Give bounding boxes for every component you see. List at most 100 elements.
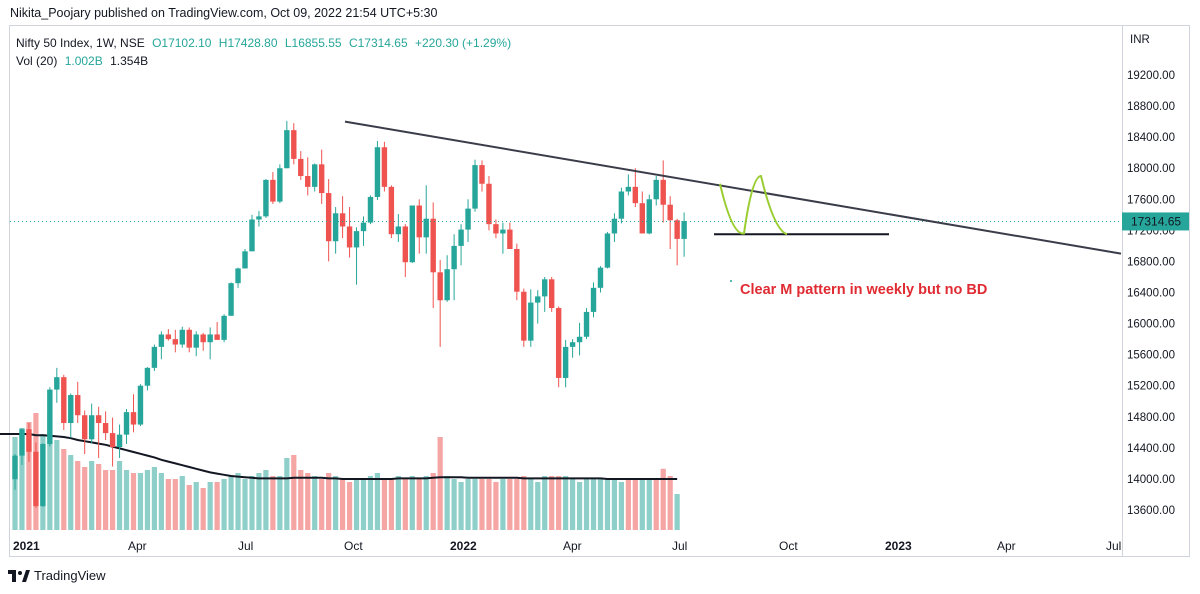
close-value: C17314.65 bbox=[348, 36, 408, 50]
x-tick-label: Jul bbox=[672, 539, 687, 553]
y-tick-label: 15600.00 bbox=[1127, 350, 1175, 362]
volume-bar bbox=[228, 476, 234, 530]
y-tick-label: 17600.00 bbox=[1127, 194, 1175, 206]
candle-body bbox=[130, 412, 137, 425]
volume-bar bbox=[632, 479, 638, 530]
y-tick-label: 18800.00 bbox=[1127, 101, 1175, 113]
candle-body bbox=[409, 205, 415, 263]
volume-bar bbox=[284, 458, 290, 530]
candle-body bbox=[284, 130, 290, 169]
volume-bar bbox=[486, 479, 492, 530]
y-axis: 19200.00 18800.00 18400.00 18000.00 17600.00… bbox=[1127, 70, 1175, 517]
candle-body bbox=[346, 226, 353, 248]
volume-bar bbox=[298, 470, 304, 530]
candle-body bbox=[61, 377, 67, 423]
volume-bar bbox=[479, 479, 485, 530]
candle-body bbox=[597, 267, 604, 288]
volume-bar bbox=[639, 479, 645, 530]
volume-bar bbox=[214, 482, 220, 530]
footer-brand[interactable]: TradingView bbox=[8, 568, 106, 583]
candle-body bbox=[19, 429, 25, 456]
volume-bar bbox=[660, 468, 666, 530]
candle-body bbox=[172, 339, 179, 345]
last-price-badge bbox=[1122, 212, 1189, 231]
y-tick-label: 16800.00 bbox=[1127, 256, 1175, 268]
x-tick-label: 2022 bbox=[450, 539, 477, 553]
candle-body bbox=[479, 165, 485, 184]
volume-bar bbox=[319, 479, 325, 530]
volume-bar bbox=[625, 479, 631, 530]
volume-bar bbox=[263, 470, 269, 530]
volume-bar bbox=[597, 479, 604, 530]
candle-body bbox=[465, 208, 471, 230]
volume-bar bbox=[458, 482, 464, 530]
candle-body bbox=[430, 218, 436, 273]
candle-body bbox=[332, 213, 339, 242]
volume-bar bbox=[116, 461, 123, 530]
candle-body bbox=[144, 367, 151, 386]
candle-body bbox=[618, 191, 625, 219]
candle-body bbox=[437, 272, 443, 301]
volume-bar bbox=[270, 476, 276, 530]
volume-label[interactable]: Vol (20) bbox=[16, 54, 58, 68]
volume-bar bbox=[451, 479, 457, 530]
volume-bar bbox=[165, 479, 171, 530]
candle-body bbox=[611, 218, 618, 234]
candle-body bbox=[388, 186, 395, 235]
candle-body bbox=[395, 226, 402, 235]
x-tick-label: 2023 bbox=[885, 539, 912, 553]
volume-bar bbox=[339, 479, 346, 530]
candle-body bbox=[339, 213, 346, 227]
volume-bar bbox=[430, 473, 436, 530]
y-tick-label: 16400.00 bbox=[1127, 288, 1175, 300]
volume-bar bbox=[75, 461, 81, 530]
volume-bar bbox=[528, 479, 534, 530]
candle-body bbox=[444, 269, 450, 301]
volume-bar bbox=[618, 482, 624, 530]
volume-bar bbox=[611, 479, 618, 530]
volume-bar bbox=[89, 461, 95, 530]
symbol-name[interactable]: Nifty 50 Index, 1W, NSE bbox=[16, 36, 145, 50]
candle-body bbox=[102, 423, 109, 434]
volume-ma-value: 1.354B bbox=[110, 54, 149, 68]
candle-body bbox=[507, 229, 513, 249]
published-header: Nikita_Poojary published on TradingView.… bbox=[10, 6, 438, 20]
footer-brand-label: TradingView bbox=[34, 568, 106, 583]
trendline bbox=[344, 120, 1122, 255]
marker-dot bbox=[730, 280, 732, 282]
candle-body bbox=[576, 336, 583, 343]
candle-body bbox=[535, 296, 541, 303]
volume-bar bbox=[312, 476, 318, 530]
candle-body bbox=[116, 434, 123, 448]
x-tick-label: Jul bbox=[1106, 539, 1121, 553]
volume-bar bbox=[193, 482, 199, 530]
open-value: O17102.10 bbox=[152, 36, 212, 50]
volume-bar bbox=[47, 413, 53, 530]
x-axis: 2021 Apr Jul Oct 2022 Apr Jul Oct 2023 Apr Jul bbox=[13, 539, 1121, 553]
annotation-text: Clear M pattern in weekly but no BD bbox=[740, 282, 987, 298]
candle-body bbox=[500, 229, 506, 234]
volume-bar bbox=[667, 476, 673, 530]
volume-bar bbox=[179, 476, 185, 530]
volume-bar bbox=[674, 494, 680, 530]
candle-body bbox=[26, 429, 32, 452]
volume-ma-line bbox=[0, 433, 678, 480]
volume-bar bbox=[137, 473, 144, 530]
candle-body bbox=[660, 179, 666, 205]
candle-body bbox=[291, 130, 297, 159]
volume-bar bbox=[590, 479, 597, 530]
candle-body bbox=[451, 245, 457, 270]
currency-label[interactable]: INR bbox=[1130, 34, 1150, 46]
volume-bar bbox=[242, 479, 248, 530]
candle-body bbox=[193, 334, 199, 348]
candle-body bbox=[82, 415, 88, 440]
volume-bar bbox=[409, 476, 415, 530]
volume-bar bbox=[604, 479, 611, 530]
y-tick-label: 15200.00 bbox=[1127, 381, 1175, 393]
volume-bar bbox=[402, 479, 408, 530]
volume-bar bbox=[437, 437, 443, 530]
volume-bar bbox=[653, 479, 659, 530]
candle-body bbox=[374, 147, 381, 197]
y-tick-label: 14000.00 bbox=[1127, 474, 1175, 486]
